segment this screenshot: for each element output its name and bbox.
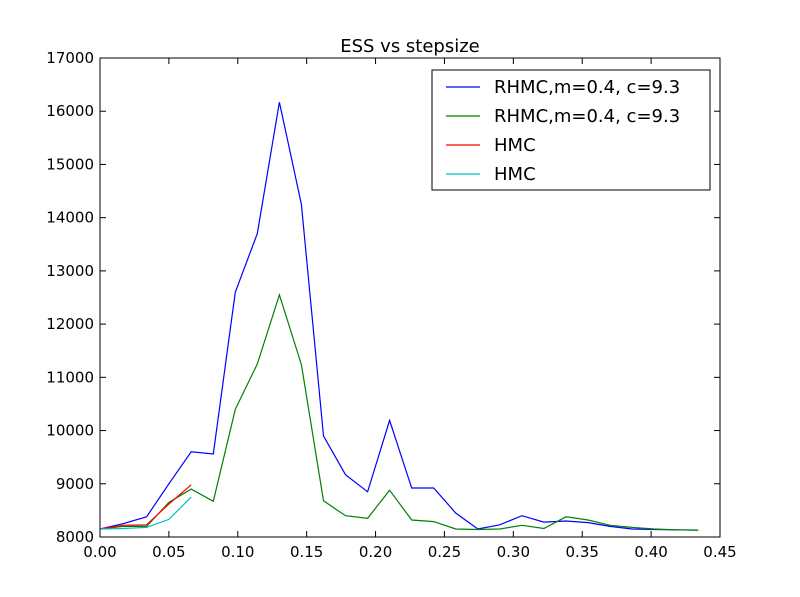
x-tick-label: 0.05 <box>152 543 185 561</box>
x-tick-label: 0.25 <box>428 543 461 561</box>
y-tick-label: 16000 <box>46 102 94 120</box>
legend-box <box>431 69 711 191</box>
series-line-1 <box>99 102 699 531</box>
y-tick-label: 15000 <box>46 155 94 173</box>
x-tick-label: 0.00 <box>83 543 116 561</box>
y-tick-label: 8000 <box>56 528 94 546</box>
y-tick-label: 11000 <box>46 368 94 386</box>
y-tick-label: 17000 <box>46 49 94 67</box>
y-tick-label: 13000 <box>46 262 94 280</box>
plot-frame <box>99 57 721 538</box>
series-line-3 <box>99 484 192 530</box>
y-tick-label: 14000 <box>46 209 94 227</box>
y-tick-label: 9000 <box>56 475 94 493</box>
legend-label-2: RHMC,m=0.4, c=9.3 <box>494 106 680 127</box>
ticks-layer: 0.00 0.05 0.10 0.15 0.20 0.25 0.30 0.35 0.40 0.45… <box>46 49 736 561</box>
series-layer <box>99 102 699 531</box>
x-tick-label: 0.15 <box>290 543 323 561</box>
legend-label-3: HMC <box>494 135 536 156</box>
y-tick-label: 10000 <box>46 422 94 440</box>
legend: RHMC,m=0.4, c=9.3 RHMC,m=0.4, c=9.3 HMC HMC <box>431 69 711 191</box>
x-tick-label: 0.45 <box>703 543 736 561</box>
x-tick-label: 0.30 <box>497 543 530 561</box>
series-line-4 <box>99 496 192 530</box>
chart-title: ESS vs stepsize <box>340 36 480 57</box>
x-tick-label: 0.20 <box>359 543 392 561</box>
legend-label-1: RHMC,m=0.4, c=9.3 <box>494 77 680 98</box>
legend-label-4: HMC <box>494 164 536 185</box>
x-tick-label: 0.10 <box>221 543 254 561</box>
x-tick-label: 0.35 <box>566 543 599 561</box>
x-tick-label: 0.40 <box>634 543 667 561</box>
series-line-2 <box>99 292 699 531</box>
y-tick-label: 12000 <box>46 315 94 333</box>
